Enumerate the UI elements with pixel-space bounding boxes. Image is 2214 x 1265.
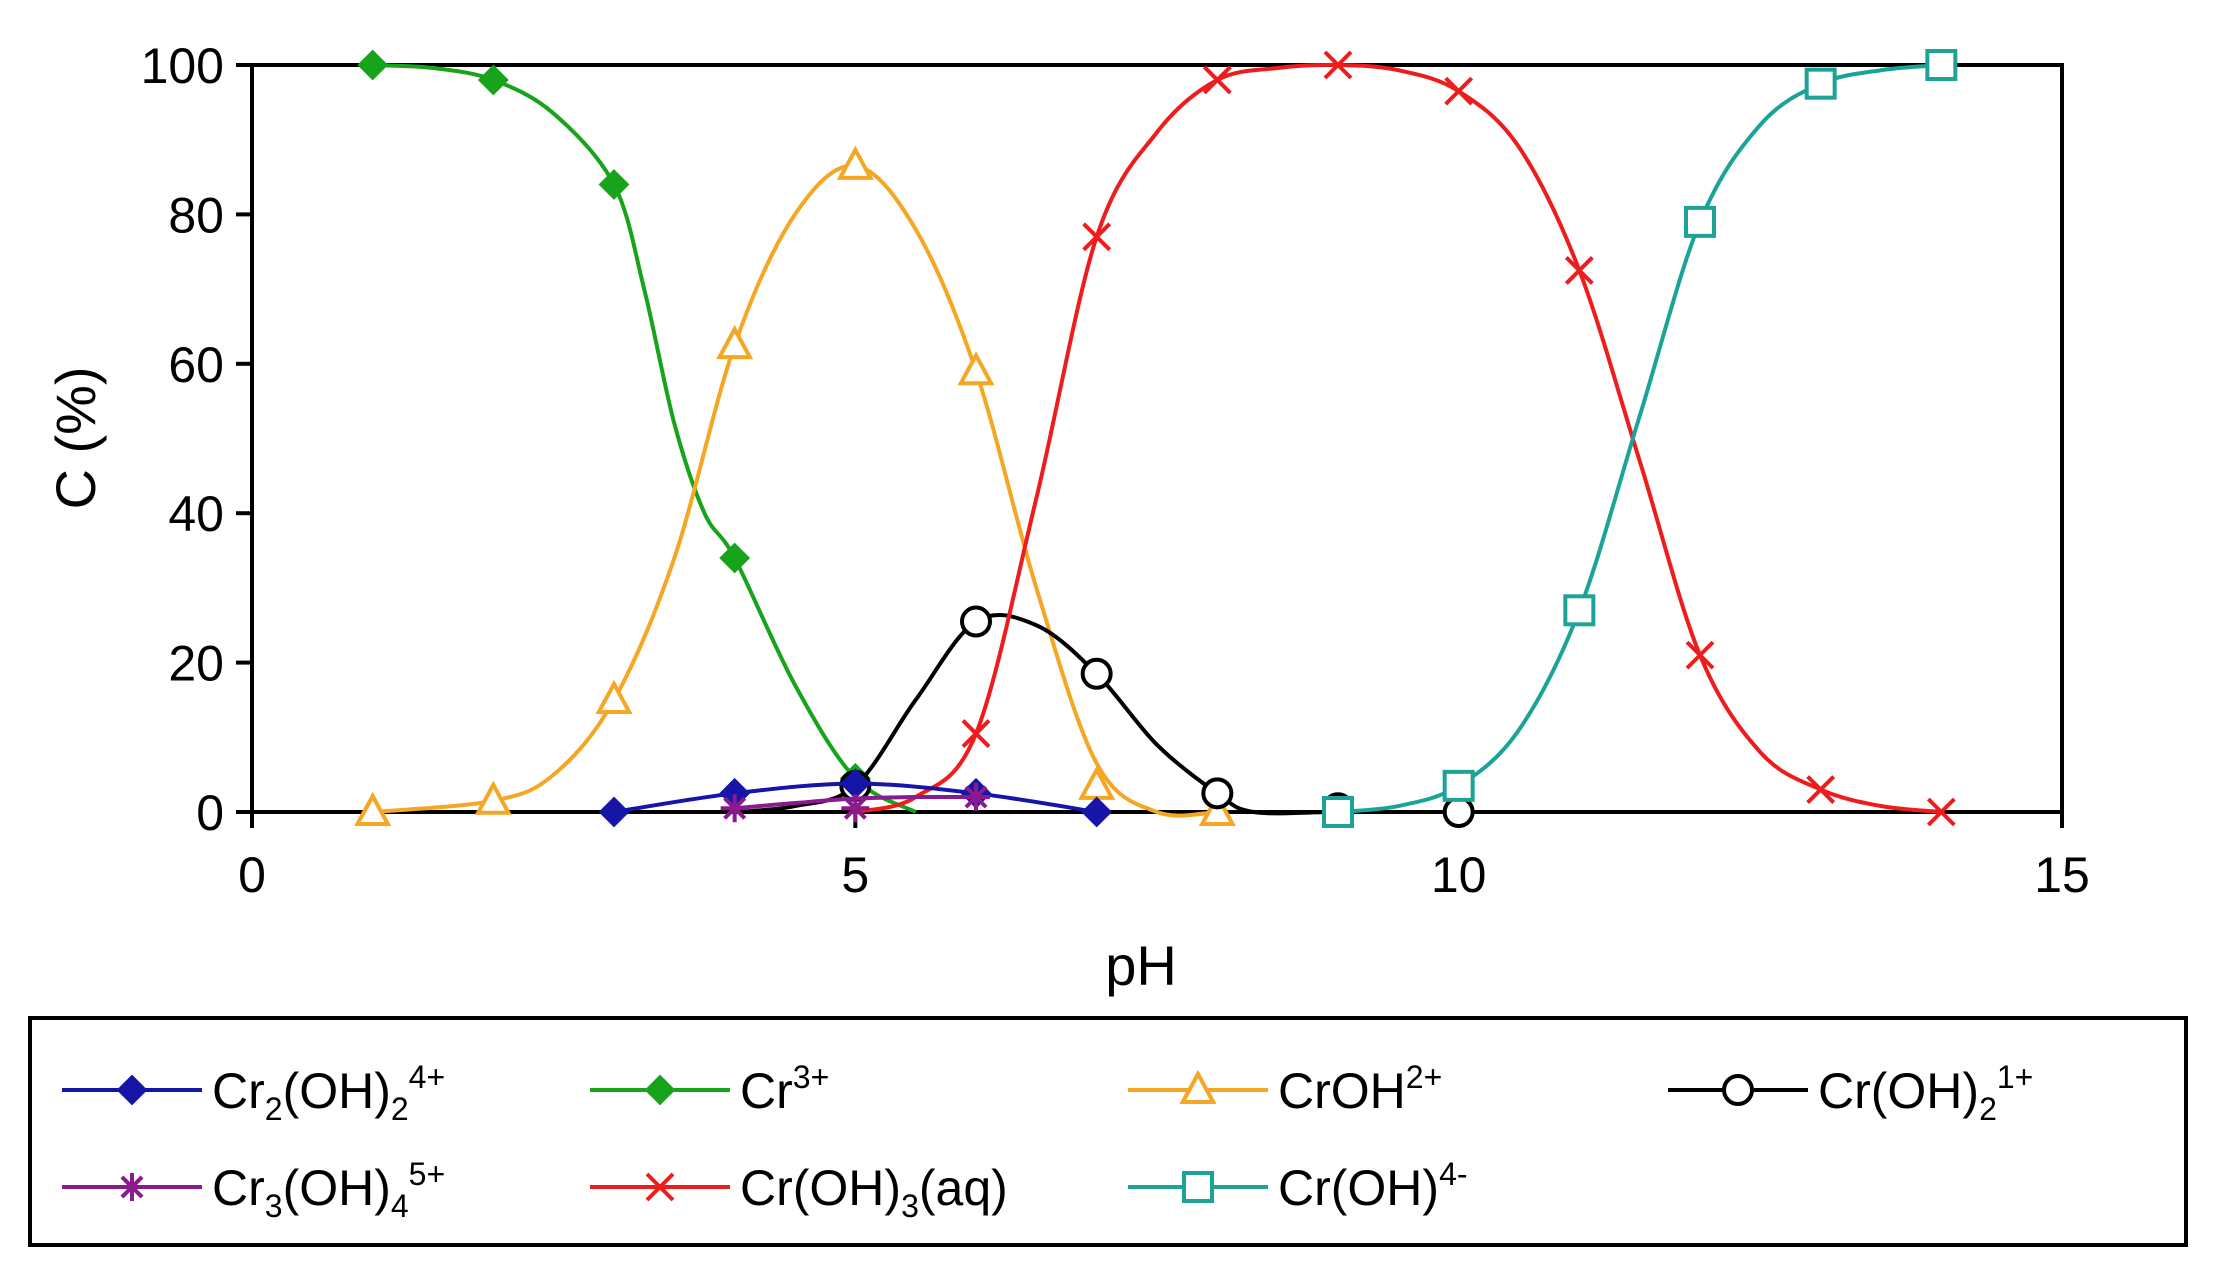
data-point [1685,640,1715,670]
y-tick-label: 20 [168,636,224,692]
x-tick-label: 10 [1431,847,1487,903]
legend-marker [118,1173,146,1201]
legend-marker [1722,1074,1754,1106]
legend-label: CrOH2+ [1278,1059,1442,1119]
data-point [1081,796,1113,828]
legend-item: Cr(OH)21+ [1668,1059,2033,1127]
legend-label: Cr2(OH)24+ [212,1059,445,1127]
x-tick-label: 0 [238,847,266,903]
plot-frame [250,63,2064,814]
x-tick-label: 15 [2034,847,2090,903]
data-point [598,169,630,200]
x-axis-title: pH [1105,934,1177,997]
legend-label: Cr(OH)21+ [1818,1059,2033,1127]
data-point [1322,796,1354,828]
data-point [595,679,633,714]
data-point [1442,796,1475,828]
legend-label: Cr(OH)4- [1278,1156,1468,1216]
series-2 [357,49,917,814]
data-point [841,794,870,823]
legend-item: Cr2(OH)24+ [62,1059,445,1127]
series-6 [854,50,1956,827]
data-point [354,791,392,826]
data-point [1082,222,1112,252]
data-point [961,719,991,748]
data-point [957,351,995,386]
data-point [1926,797,1956,827]
legend-marker [644,1074,676,1106]
x-axis: 0 5 10 15 [238,812,2090,903]
series-3 [354,145,1236,826]
data-point [720,794,749,823]
y-tick-label: 60 [168,337,224,393]
y-tick-label: 80 [168,187,224,243]
data-point [1804,67,1837,100]
data-point [716,324,754,360]
legend-label: Cr3(OH)45+ [212,1156,445,1224]
legend-marker [645,1172,675,1202]
legend-frame [28,1016,2188,1247]
data-point [1080,657,1113,690]
data-point [1806,775,1836,805]
legend-item: Cr3+ [590,1059,829,1119]
legend-marker [1182,1171,1214,1203]
series-4 [734,605,1475,828]
y-tick-label: 0 [196,785,224,841]
series-line [372,163,1218,818]
legend-label: Cr3+ [740,1059,829,1119]
legend: Cr2(OH)24+ Cr3+ CrOH2+ Cr(OH)21+ Cr3(OH)45+ C… [28,1016,2188,1247]
y-tick-label: 100 [141,38,224,94]
legend-item: Cr(OH)3(aq) [590,1160,1008,1224]
data-point [1201,777,1234,810]
data-point [836,145,874,180]
data-point [1564,256,1594,285]
data-point [1202,65,1232,95]
data-point [962,783,990,812]
legend-item: CrOH2+ [1128,1059,1442,1119]
legend-item: Cr3(OH)45+ [62,1156,445,1224]
y-axis: 0 20 40 60 80 100 [141,38,252,841]
data-point [474,780,512,815]
data-point [357,49,389,81]
legend-label: Cr(OH)3(aq) [740,1160,1008,1224]
data-point [477,64,509,96]
x-tick-label: 5 [841,847,869,903]
legend-marker [116,1074,148,1106]
legend-item: Cr(OH)4- [1128,1156,1468,1216]
data-point [1444,76,1474,106]
series-5 [720,783,990,823]
series-line [372,63,917,814]
series-layer [354,49,1958,828]
data-point [960,605,992,638]
y-tick-label: 40 [168,486,224,542]
data-point [1078,765,1116,800]
data-point [1442,769,1475,802]
data-point [1198,791,1236,826]
series-line [1337,63,1942,814]
data-point [1323,50,1353,80]
data-point [1563,594,1596,627]
data-point [719,542,751,574]
series-7 [1322,49,1958,828]
plot-area: 0 5 10 15 0 20 40 60 80 100 [141,38,2090,903]
series-line [854,62,1942,814]
y-axis-title: C (%) [44,366,107,509]
data-point [1925,49,1958,81]
data-point [598,796,630,828]
data-point [1684,205,1716,238]
legend-marker [1179,1069,1217,1104]
